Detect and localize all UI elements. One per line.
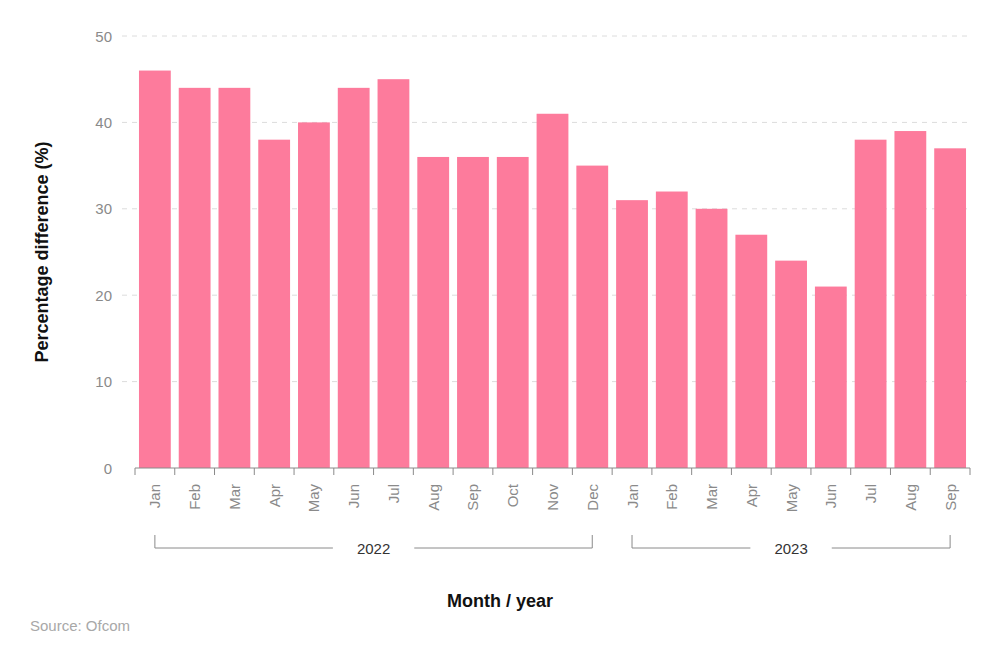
x-tick-mark: [333, 468, 334, 475]
bar: [775, 261, 807, 468]
x-tick-label: May: [305, 484, 322, 513]
x-tick-mark: [453, 468, 454, 475]
x-tick-mark: [651, 468, 652, 475]
bar: [537, 114, 569, 468]
x-tick-mark: [174, 468, 175, 475]
group-tick: [950, 535, 951, 548]
bar: [258, 140, 290, 468]
group-tick: [154, 535, 155, 548]
bar: [179, 88, 211, 468]
group-tick: [632, 535, 633, 548]
x-tick-label: Mar: [703, 484, 720, 510]
bar: [497, 157, 529, 468]
x-tick-label: Apr: [743, 484, 760, 507]
x-tick-label: Aug: [902, 484, 919, 511]
x-tick-label: Jul: [862, 484, 879, 503]
x-tick-label: Apr: [266, 484, 283, 507]
x-tick-label: Feb: [663, 484, 680, 510]
x-tick-mark: [294, 468, 295, 475]
x-tick-label: Dec: [584, 484, 601, 511]
chart-container: 0 10 20 30 40 50 Jan Feb Mar Apr May Jun Jul Aug Sep Oc…: [0, 0, 1000, 660]
x-tick-mark: [214, 468, 215, 475]
group-label: 2022: [357, 540, 390, 557]
x-tick-mark: [890, 468, 891, 475]
x-tick-label: Mar: [226, 484, 243, 510]
x-axis-line: [135, 468, 970, 469]
y-axis-label: Percentage difference (%): [32, 141, 52, 362]
bar: [656, 192, 688, 468]
x-tick-mark: [930, 468, 931, 475]
x-tick-label: Aug: [425, 484, 442, 511]
x-tick-label: Jul: [385, 484, 402, 503]
x-tick-label: Jan: [146, 484, 163, 508]
chart-svg: 0 10 20 30 40 50 Jan Feb Mar Apr May Jun Jul Aug Sep Oc…: [0, 0, 1000, 660]
y-tick-label: 20: [95, 287, 112, 304]
bar: [855, 140, 887, 468]
y-tick-label: 30: [95, 200, 112, 217]
x-tick-label: Jan: [624, 484, 641, 508]
bar: [139, 71, 171, 468]
x-tick-mark: [413, 468, 414, 475]
y-tick-label: 40: [95, 114, 112, 131]
x-tick-mark: [373, 468, 374, 475]
bar: [417, 157, 449, 468]
x-tick-label: Jun: [822, 484, 839, 508]
bar: [894, 131, 926, 468]
source-note: Source: Ofcom: [30, 617, 130, 634]
x-tick-mark: [492, 468, 493, 475]
x-tick-mark: [254, 468, 255, 475]
x-tick-mark: [532, 468, 533, 475]
bar: [457, 157, 489, 468]
group-tick: [592, 535, 593, 548]
group-label-bg: [333, 538, 414, 558]
bar: [219, 88, 251, 468]
bar: [576, 166, 608, 468]
bar: [616, 200, 648, 468]
x-tick-mark: [612, 468, 613, 475]
bar: [735, 235, 767, 468]
x-tick-mark: [731, 468, 732, 475]
bar: [298, 122, 330, 468]
grid-line: [122, 36, 970, 37]
x-tick-mark: [771, 468, 772, 475]
x-tick-mark: [850, 468, 851, 475]
x-tick-label: Feb: [186, 484, 203, 510]
x-axis-label: Month / year: [447, 591, 553, 611]
x-tick-mark: [970, 468, 971, 475]
x-tick-label: May: [783, 484, 800, 513]
group-label-bg: [750, 538, 831, 558]
bar: [338, 88, 370, 468]
x-tick-label: Nov: [544, 484, 561, 511]
x-tick-mark: [572, 468, 573, 475]
x-tick-mark: [810, 468, 811, 475]
y-tick-label: 0: [104, 460, 112, 477]
bar: [934, 148, 966, 468]
x-tick-label: Sep: [464, 484, 481, 511]
bar: [378, 79, 410, 468]
category-group: 2023: [632, 535, 950, 558]
category-group: 2022: [155, 535, 592, 558]
group-label: 2023: [774, 540, 807, 557]
x-tick-mark: [691, 468, 692, 475]
y-tick-label: 10: [95, 373, 112, 390]
x-tick-label: Sep: [942, 484, 959, 511]
bar: [815, 287, 847, 468]
y-tick-label: 50: [95, 28, 112, 45]
bars: [139, 71, 966, 468]
x-tick-mark: [135, 468, 136, 475]
bar: [696, 209, 728, 468]
x-tick-label: Jun: [345, 484, 362, 508]
x-tick-label: Oct: [504, 483, 521, 507]
